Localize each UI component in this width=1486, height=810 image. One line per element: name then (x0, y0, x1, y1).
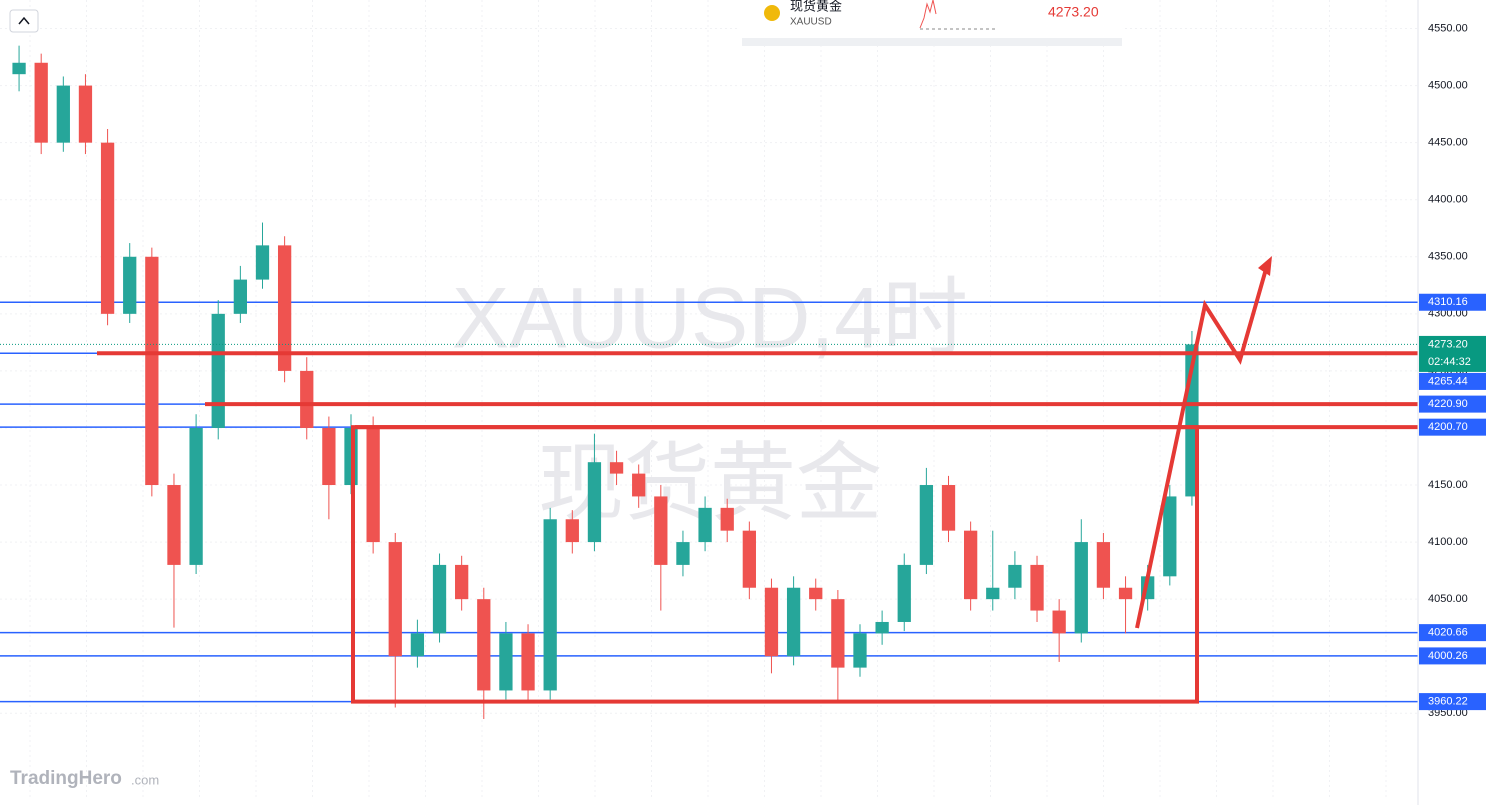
y-tick-label: 4050.00 (1428, 593, 1468, 605)
candle-body (1030, 564, 1044, 611)
candle-body (255, 245, 270, 280)
candle-body (167, 485, 181, 565)
candle-body (676, 542, 690, 565)
candle-body (477, 599, 491, 691)
candle-body (742, 530, 756, 588)
collapse-button[interactable] (9, 9, 39, 33)
arrow-head (1258, 256, 1272, 276)
plot (0, 45, 1418, 719)
candle-body (654, 496, 668, 565)
candle-body (1074, 542, 1088, 634)
y-tick-label: 4500.00 (1428, 79, 1468, 91)
candle-body (432, 564, 447, 634)
symbol-icon (764, 5, 780, 21)
candle-body (964, 530, 978, 600)
candle-body (875, 621, 889, 634)
symbol-name: 现货黄金 (790, 0, 842, 13)
candle-body (233, 279, 247, 314)
y-tick-label: 4150.00 (1428, 479, 1468, 491)
candle-body (897, 564, 911, 622)
price-tag-label: 4200.70 (1428, 421, 1468, 433)
candle-body (34, 62, 48, 143)
candle-body (587, 462, 602, 543)
candle-body (698, 507, 712, 543)
candle-body (632, 473, 646, 497)
candle-body (100, 142, 115, 314)
price-tag-label: 4273.20 (1428, 338, 1468, 350)
widget-bar (742, 38, 1122, 46)
candle-body (565, 519, 579, 543)
price-tag (1419, 335, 1486, 372)
candle-body (1118, 587, 1133, 600)
price-tag (1419, 395, 1486, 413)
caret-icon (18, 16, 30, 25)
price-tag-label: 4020.66 (1428, 627, 1468, 639)
watermark: XAUUSD,4时 (452, 271, 968, 367)
candle-body (521, 633, 535, 691)
candle-body (366, 427, 380, 543)
candle-body (300, 370, 314, 428)
candle-body (322, 427, 336, 486)
candle-body (123, 256, 137, 314)
candle-body (986, 587, 1000, 600)
logo-suffix: .com (131, 772, 159, 787)
price-tag (1419, 624, 1486, 642)
price-axis: 3950.004000.004050.004100.004150.004200.… (1419, 22, 1486, 719)
candle-body (145, 256, 159, 486)
candle-body (543, 519, 557, 691)
candle-body (809, 587, 823, 600)
price-tag (1419, 418, 1486, 436)
logo: TradingHero (10, 768, 122, 789)
candle-body (499, 633, 513, 691)
price-tag-label: 4220.90 (1428, 398, 1468, 410)
candle-body (764, 587, 779, 657)
candle-body (388, 542, 402, 657)
candle-body (211, 313, 225, 428)
candle-body (919, 485, 934, 565)
price-tag (1419, 293, 1486, 311)
y-tick-label: 4300.00 (1428, 308, 1468, 320)
candle-body (410, 633, 425, 657)
y-tick-label: 4550.00 (1428, 22, 1468, 34)
y-tick-label: 4400.00 (1428, 194, 1468, 206)
candle-body (831, 599, 845, 668)
symbol: XAUUSD (790, 17, 832, 28)
candle-body (12, 62, 26, 75)
candle-body (455, 564, 469, 600)
y-tick-label: 4350.00 (1428, 251, 1468, 263)
candle-body (56, 85, 70, 143)
candle-body (1052, 610, 1066, 634)
widget-price: 4273.20 (1048, 4, 1099, 20)
price-tag-label: 4310.16 (1428, 296, 1468, 308)
candle-body (1096, 542, 1111, 588)
candle-body (189, 427, 203, 565)
price-tag-label: 4000.26 (1428, 650, 1468, 662)
y-tick-label: 4100.00 (1428, 536, 1468, 548)
price-tag-label: 4265.44 (1428, 375, 1468, 387)
y-tick-label: 3950.00 (1428, 707, 1468, 719)
y-tick-label: 4450.00 (1428, 137, 1468, 149)
candle-body (277, 245, 292, 371)
candle-body (853, 633, 867, 668)
candle-body (720, 507, 734, 531)
price-tag (1419, 647, 1486, 665)
candle-body (786, 587, 801, 657)
candle-body (1008, 564, 1022, 588)
candle-body (941, 485, 956, 531)
forecast-arrow (1135, 261, 1270, 629)
price-tag (1419, 372, 1486, 390)
countdown: 02:44:32 (1428, 356, 1471, 368)
candle-body (609, 462, 624, 474)
candle-body (78, 85, 93, 143)
candle-body (1163, 496, 1177, 577)
sparkline (919, 0, 937, 29)
price-tag-label: 3960.22 (1428, 696, 1468, 708)
price-tag (1419, 693, 1486, 711)
range-box (351, 425, 1199, 704)
